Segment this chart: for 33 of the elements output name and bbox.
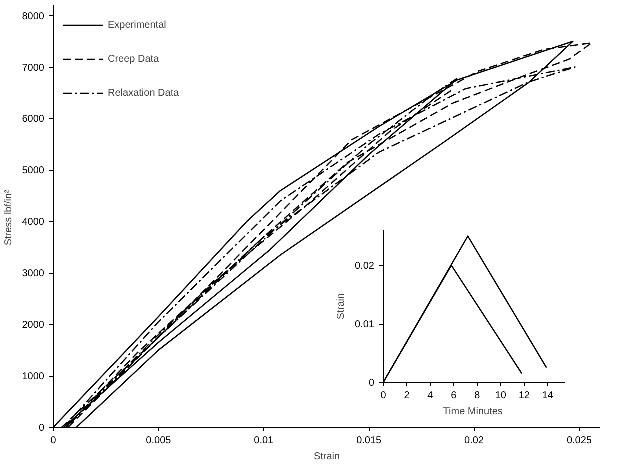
x-tick-label: 0.005 [146,436,172,446]
x-tick-label: 4 [428,390,434,402]
y-tick-label: 8000 [22,11,45,22]
x-tick-label: 0.025 [566,436,592,446]
y-tick-label: 3000 [22,268,45,280]
y-tick-label: 0.02 [355,261,375,272]
x-tick-label: 0 [380,390,387,402]
x-tick-label: 12 [518,390,530,402]
x-tick-label: 2 [404,390,410,402]
x-axis-title: Strain [314,452,340,462]
legend-label: Creep Data [108,54,160,64]
y-axis-title: Strain [336,293,348,320]
x-tick-label: 14 [542,390,554,402]
x-axis-title: Time Minutes [443,406,503,418]
y-axis-title: Stress lbf/in² [3,189,14,246]
x-tick-label: 6 [451,390,458,402]
y-tick-label: 2000 [22,320,45,332]
y-tick-label: 1000 [22,372,45,383]
y-tick-label: 0.01 [355,320,375,331]
y-tick-label: 4000 [22,217,45,228]
x-tick-label: 0.015 [356,436,382,446]
y-tick-label: 0 [38,423,45,434]
x-tick-label: 10 [495,390,507,402]
legend-label: Relaxation Data [108,88,180,98]
x-tick-label: 0.02 [464,436,484,446]
y-tick-label: 6000 [22,114,45,126]
y-tick-label: 0 [368,378,375,389]
y-tick-label: 7000 [22,62,45,74]
x-tick-label: 0.01 [254,436,274,446]
x-tick-label: 8 [474,390,481,402]
x-tick-label: 0 [50,436,57,446]
y-tick-label: 5000 [22,166,45,177]
legend-label: Experimental [108,20,166,30]
